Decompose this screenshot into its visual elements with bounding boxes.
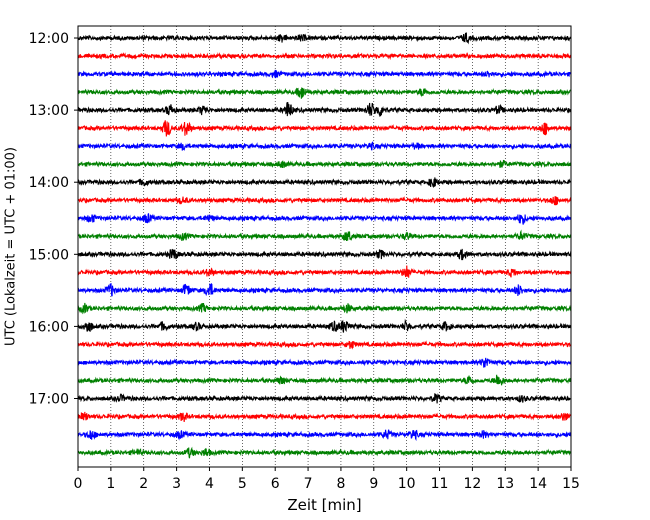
x-tick-label: 12 — [463, 476, 481, 492]
trace-line — [77, 229, 572, 242]
trace-line — [77, 32, 572, 45]
trace-line — [77, 357, 572, 368]
trace-line — [77, 411, 572, 423]
x-tick-label: 13 — [496, 476, 514, 492]
trace-line — [77, 393, 572, 404]
x-tick-label: 6 — [271, 476, 280, 492]
trace-line — [77, 374, 572, 386]
trace-line — [77, 177, 572, 188]
trace-line — [77, 213, 572, 225]
x-tick-label: 1 — [106, 476, 115, 492]
trace-line — [77, 141, 572, 151]
y-tick-label: 15:00 — [29, 247, 69, 263]
x-tick-label: 7 — [304, 476, 313, 492]
x-tick-label: 4 — [205, 476, 214, 492]
trace-line — [77, 340, 572, 350]
y-tick-label: 12:00 — [29, 31, 69, 47]
x-tick-label: 10 — [398, 476, 416, 492]
x-tick-label: 2 — [139, 476, 148, 492]
x-tick-label: 9 — [369, 476, 378, 492]
y-tick-label: 16:00 — [29, 319, 69, 335]
trace-line — [77, 69, 572, 79]
trace-line — [77, 159, 572, 169]
trace-line — [77, 302, 572, 315]
trace-line — [77, 429, 572, 442]
y-tick-label: 17:00 — [29, 392, 69, 408]
y-axis-ticks: 12:00 13:00 14:00 15:00 16:00 17:00 — [29, 31, 78, 408]
x-tick-label: 11 — [431, 476, 449, 492]
x-axis-ticks: 0 1 2 3 4 5 6 7 8 9 10 11 12 13 14 15 — [74, 467, 580, 492]
x-tick-label: 15 — [562, 476, 580, 492]
trace-line — [77, 446, 572, 459]
y-tick-label: 13:00 — [29, 103, 69, 119]
trace-line — [77, 196, 572, 206]
trace-line — [77, 282, 572, 297]
x-tick-label: 14 — [529, 476, 547, 492]
y-axis-title: UTC (Lokalzeit = UTC + 01:00) — [4, 147, 19, 346]
trace-line — [77, 318, 572, 333]
trace-line — [77, 248, 572, 261]
y-tick-label: 14:00 — [29, 175, 69, 191]
trace-line — [77, 87, 572, 99]
trace-line — [77, 101, 572, 117]
x-axis-title: Zeit [min] — [287, 496, 361, 514]
seismic-traces — [77, 32, 572, 459]
plot-frame — [77, 25, 572, 468]
x-tick-label: 5 — [238, 476, 247, 492]
x-tick-label: 8 — [336, 476, 345, 492]
trace-line — [77, 120, 572, 137]
trace-line — [77, 51, 572, 61]
trace-line — [77, 265, 572, 278]
x-tick-label: 3 — [172, 476, 181, 492]
x-tick-label: 0 — [74, 476, 83, 492]
